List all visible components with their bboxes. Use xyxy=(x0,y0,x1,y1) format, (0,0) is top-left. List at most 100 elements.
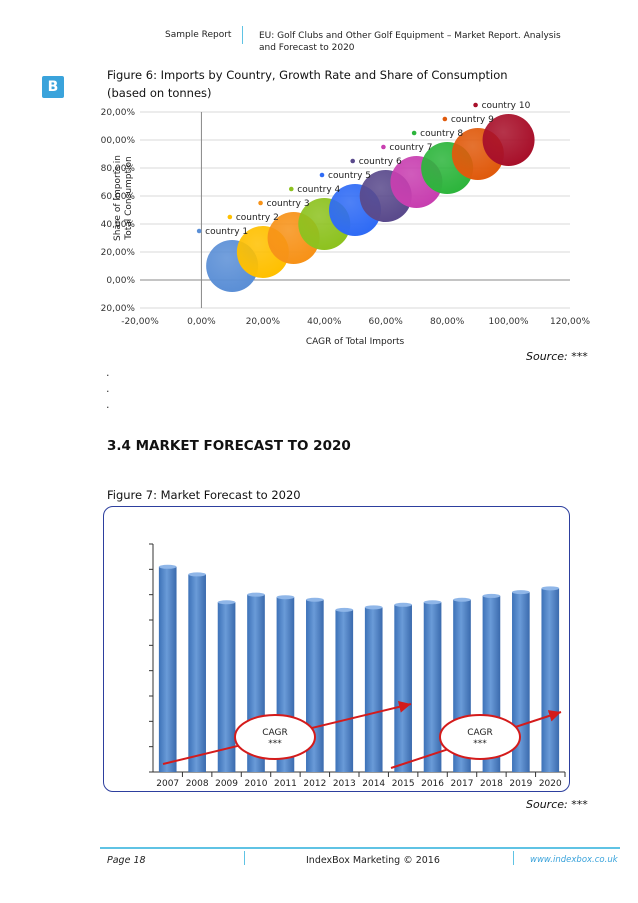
cagr-label: CAGR xyxy=(262,728,288,738)
footer-website-link[interactable]: www.indexbox.co.uk xyxy=(530,855,618,865)
figure6-title: Figure 6: Imports by Country, Growth Rat… xyxy=(107,66,508,102)
bar-top xyxy=(453,597,471,602)
x-tick-label: 2007 xyxy=(156,779,179,789)
bubble-label-marker xyxy=(196,228,202,234)
x-tick-label: 2016 xyxy=(421,779,444,789)
bar xyxy=(335,609,354,772)
bar xyxy=(423,602,442,772)
bar-top xyxy=(423,600,442,605)
y-axis-title-line: Total Consumption xyxy=(124,156,134,241)
bubble-label: country 10 xyxy=(482,101,531,111)
x-tick-label: 2020 xyxy=(539,779,562,789)
bubble-label: country 4 xyxy=(297,185,340,195)
x-tick-label: 2008 xyxy=(186,779,209,789)
cagr-ellipse xyxy=(439,714,521,760)
footer-copyright: IndexBox Marketing © 2016 xyxy=(306,855,440,866)
header-title-line2: and Forecast to 2020 xyxy=(259,43,355,53)
bubble-label-marker xyxy=(381,144,386,150)
x-tick-label: 2009 xyxy=(215,779,238,789)
cagr-value: *** xyxy=(473,739,487,749)
bar xyxy=(188,574,206,772)
x-tick-label: 2011 xyxy=(274,779,297,789)
bar-top xyxy=(247,592,265,597)
cagr-label: CAGR xyxy=(467,728,493,738)
bubble-label: country 5 xyxy=(328,171,371,181)
y-tick-label: 80,00% xyxy=(101,164,136,174)
x-axis-title: CAGR of Total Imports xyxy=(306,337,405,347)
bar xyxy=(394,604,412,772)
x-tick-label: 2015 xyxy=(392,779,415,789)
ellipsis-dot: . xyxy=(106,366,110,379)
bubble-label: country 7 xyxy=(389,143,432,153)
header-report-label: Sample Report xyxy=(165,30,232,40)
x-tick-label: 0,00% xyxy=(187,317,216,327)
bubble-label-marker xyxy=(442,116,448,122)
bar-top xyxy=(394,602,412,607)
x-tick-label: 2012 xyxy=(303,779,326,789)
bar-top xyxy=(217,600,236,605)
bar-top xyxy=(306,597,324,602)
bar xyxy=(158,566,177,772)
y-tick-label: 40,00% xyxy=(101,220,136,230)
indexbox-logo: B xyxy=(42,76,64,98)
x-tick-label: 2017 xyxy=(451,779,474,789)
bubble-label: country 8 xyxy=(420,129,463,139)
bubble xyxy=(482,114,535,166)
x-tick-label: 2018 xyxy=(480,779,503,789)
figure6-title-line2: (based on tonnes) xyxy=(107,86,212,100)
cagr-value: *** xyxy=(268,739,282,749)
bubble-label: country 6 xyxy=(359,157,402,167)
y-tick-label: 20,00% xyxy=(101,248,136,258)
bar-top xyxy=(512,590,530,595)
header-title: EU: Golf Clubs and Other Golf Equipment … xyxy=(259,30,569,54)
y-tick-label: 100,00% xyxy=(100,136,135,146)
x-tick-label: 20,00% xyxy=(246,317,281,327)
section-heading: 3.4 MARKET FORECAST TO 2020 xyxy=(107,438,351,454)
y-tick-label: 120,00% xyxy=(100,108,135,118)
header-separator xyxy=(242,26,243,44)
bubble-label: country 1 xyxy=(205,227,248,237)
bubble-chart: -20,00% 0,00% 20,00% 40,00% 60,00% 80,00% 100,… xyxy=(100,101,590,347)
footer-separator xyxy=(513,851,514,865)
bubble-label-marker xyxy=(319,172,325,178)
cagr-ellipse xyxy=(234,714,316,760)
bar xyxy=(217,602,236,772)
y-axis-title-line: Share of Imports in xyxy=(113,155,123,241)
figure6-source: Source: *** xyxy=(526,350,588,363)
x-tick-label: 2014 xyxy=(362,779,385,789)
x-tick-label: 60,00% xyxy=(369,317,404,327)
bar-top xyxy=(188,572,206,577)
figure6-title-line1: Figure 6: Imports by Country, Growth Rat… xyxy=(107,68,508,82)
bubble-label: country 9 xyxy=(451,115,494,125)
y-axis-title: Share of Imports inTotal Consumption xyxy=(113,155,134,241)
bubble-label-marker xyxy=(473,102,478,108)
bar xyxy=(364,607,383,772)
bar-top xyxy=(541,586,560,591)
y-tick-label: -20,00% xyxy=(100,304,135,314)
bar xyxy=(541,588,560,772)
bubble-label: country 3 xyxy=(267,199,310,209)
bubble-label-marker xyxy=(227,214,233,220)
figure7-title: Figure 7: Market Forecast to 2020 xyxy=(107,488,301,502)
bar-top xyxy=(482,593,501,598)
bubble-label-marker xyxy=(258,200,263,206)
bar-top xyxy=(158,564,177,569)
x-tick-label: 2013 xyxy=(333,779,356,789)
bubble-label-marker xyxy=(350,158,356,164)
header-title-line1: EU: Golf Clubs and Other Golf Equipment … xyxy=(259,31,561,41)
x-tick-label: 40,00% xyxy=(307,317,342,327)
bar-chart: 2007 2008 2009 2010 2011 2012 2013 2014 2015 2016… xyxy=(149,543,566,789)
y-tick-label: 0,00% xyxy=(106,276,135,286)
bubble-label-marker xyxy=(411,130,417,136)
footer-separator xyxy=(244,851,245,865)
bar-top xyxy=(335,607,354,612)
bubble-label: country 2 xyxy=(236,213,279,223)
x-tick-label: 120,00% xyxy=(550,317,590,327)
ellipsis-dot: . xyxy=(106,398,110,411)
footer-rule xyxy=(100,847,620,849)
x-tick-label: 2010 xyxy=(245,779,268,789)
x-tick-label: 80,00% xyxy=(430,317,465,327)
footer-page-number: Page 18 xyxy=(107,855,146,866)
bar-top xyxy=(364,605,383,610)
x-tick-label: -20,00% xyxy=(121,317,159,327)
